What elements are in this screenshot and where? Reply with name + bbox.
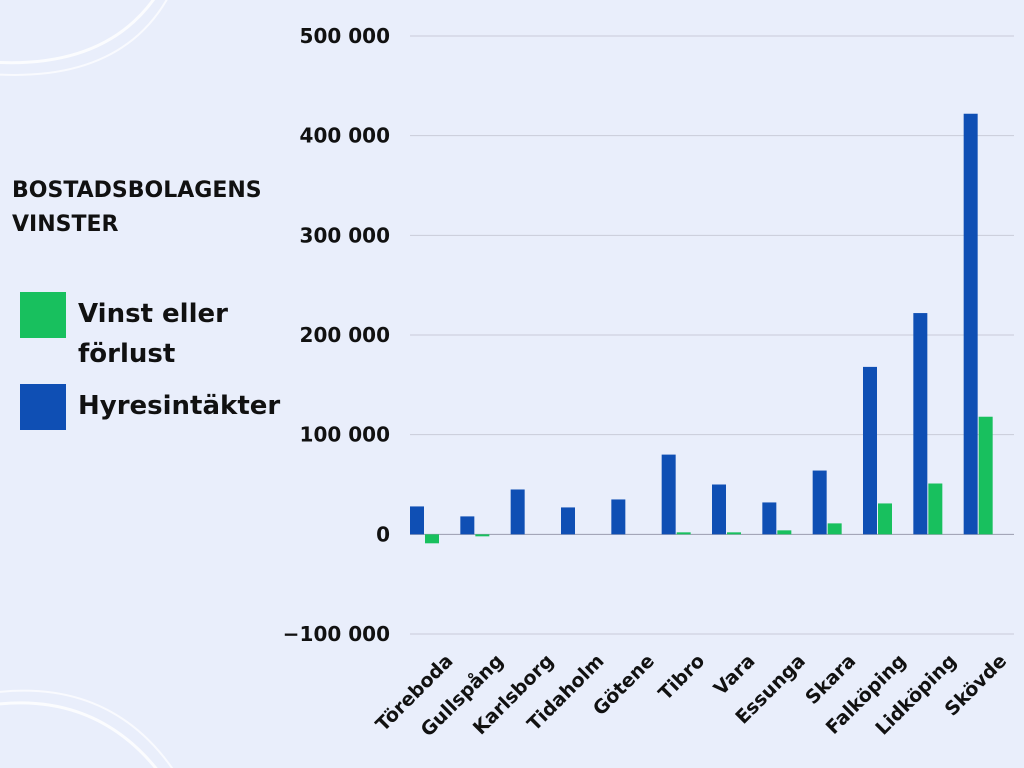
bar-hyresintakter xyxy=(611,499,626,535)
bar-hyresintakter xyxy=(812,470,827,535)
bar-hyresintakter xyxy=(963,113,978,535)
bar-vinst xyxy=(727,532,741,535)
y-tick-label: 300 000 xyxy=(300,223,390,247)
x-axis-tick-labels: TörebodaGullspångKarlsborgTidaholmGötene… xyxy=(372,649,1012,742)
bar-hyresintakter xyxy=(510,489,525,535)
x-tick-label: Tibro xyxy=(654,650,709,705)
legend-swatch-hyres xyxy=(20,384,66,430)
bottom-left-arc xyxy=(0,701,158,768)
decorative-arcs xyxy=(0,0,174,768)
y-tick-label: 100 000 xyxy=(300,423,390,447)
bar-hyresintakter xyxy=(661,454,676,535)
top-left-arc xyxy=(0,0,156,65)
bar-vinst xyxy=(928,483,943,535)
bar-vinst xyxy=(676,532,691,535)
bar-hyresintakter xyxy=(712,484,726,535)
y-tick-label: 400 000 xyxy=(300,124,390,148)
legend-item-hyres: Hyresintäkter xyxy=(20,384,281,430)
bar-hyresintakter xyxy=(410,506,424,535)
bar-hyresintakter xyxy=(561,507,575,535)
legend-label-hyres: Hyresintäkter xyxy=(78,391,281,421)
legend-label-vinst: Vinst eller förlust xyxy=(78,299,228,369)
bar-vinst xyxy=(777,530,792,535)
y-tick-label: 0 xyxy=(376,522,390,546)
legend-swatch-vinst xyxy=(20,292,66,338)
bar-hyresintakter xyxy=(460,516,475,535)
bottom-left-arc-2 xyxy=(0,689,174,768)
bar-hyresintakter xyxy=(762,502,777,535)
chart-title: BOSTADSBOLAGENS VINSTER xyxy=(12,178,262,237)
bars xyxy=(410,113,993,544)
legend-item-vinst: Vinst eller förlust xyxy=(20,292,278,374)
bar-vinst xyxy=(475,534,490,537)
y-axis-tick-labels: −100 000 0 100 000 200 000 300 000 400 000 500… xyxy=(283,24,390,646)
y-tick-label: 500 000 xyxy=(300,24,390,48)
bar-vinst xyxy=(425,534,439,544)
top-left-arc-2 xyxy=(0,0,168,76)
y-tick-label: −100 000 xyxy=(283,622,390,646)
bar-hyresintakter xyxy=(863,366,877,535)
bar-hyresintakter xyxy=(913,313,928,535)
y-tick-label: 200 000 xyxy=(300,323,390,347)
bar-vinst xyxy=(978,416,993,535)
bar-vinst xyxy=(827,523,842,535)
bar-vinst xyxy=(878,503,892,535)
